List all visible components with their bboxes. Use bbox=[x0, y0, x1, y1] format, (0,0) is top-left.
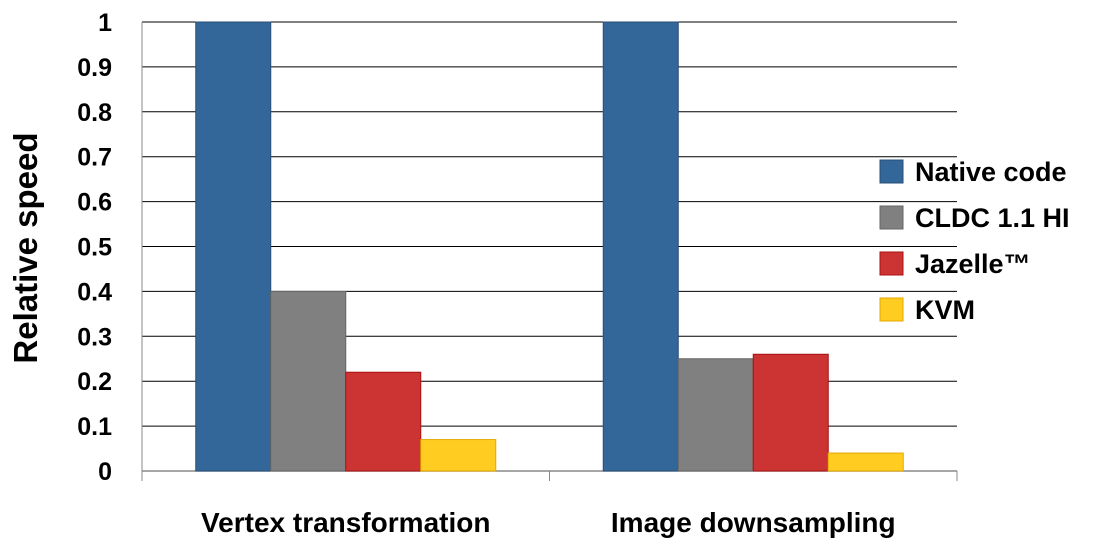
y-tick-label: 0.3 bbox=[77, 323, 112, 351]
bar bbox=[420, 439, 497, 472]
x-category-labels: Vertex transformation Image downsampling bbox=[201, 507, 896, 538]
y-axis-title: Relative speed bbox=[7, 132, 44, 363]
bar bbox=[677, 358, 754, 472]
y-tick-label: 0.4 bbox=[77, 278, 112, 306]
legend-swatch bbox=[879, 205, 904, 230]
legend: Native code CLDC 1.1 HI Jazelle™ KVM bbox=[879, 157, 1070, 325]
y-tick-label: 0 bbox=[98, 458, 112, 486]
y-tick-labels: 0 0.1 0.2 0.3 0.4 0.5 0.6 0.7 0.8 0.9 1 bbox=[77, 9, 112, 486]
bar bbox=[345, 371, 422, 472]
bar bbox=[195, 21, 272, 472]
x-category-label: Vertex transformation bbox=[201, 507, 490, 538]
legend-label: CLDC 1.1 HI bbox=[915, 203, 1070, 233]
y-tick-label: 0.8 bbox=[77, 99, 112, 127]
y-tick-label: 0.1 bbox=[77, 413, 112, 441]
bar bbox=[752, 353, 829, 472]
y-tick-label: 0.5 bbox=[77, 234, 112, 262]
y-tick-label: 0.2 bbox=[77, 368, 112, 396]
legend-label: Native code bbox=[915, 157, 1067, 187]
x-category-label: Image downsampling bbox=[611, 507, 896, 538]
bar bbox=[602, 21, 679, 472]
legend-swatch bbox=[879, 297, 904, 322]
legend-swatch bbox=[879, 251, 904, 276]
bar bbox=[827, 452, 904, 472]
bars bbox=[195, 21, 904, 472]
y-tick-label: 0.6 bbox=[77, 189, 112, 217]
legend-label: KVM bbox=[915, 295, 975, 325]
y-tick-label: 0.9 bbox=[77, 54, 112, 82]
legend-label: Jazelle™ bbox=[915, 249, 1031, 279]
bar bbox=[270, 290, 347, 472]
legend-swatch bbox=[879, 159, 904, 184]
y-tick-label: 1 bbox=[98, 9, 112, 37]
y-tick-label: 0.7 bbox=[77, 144, 112, 172]
